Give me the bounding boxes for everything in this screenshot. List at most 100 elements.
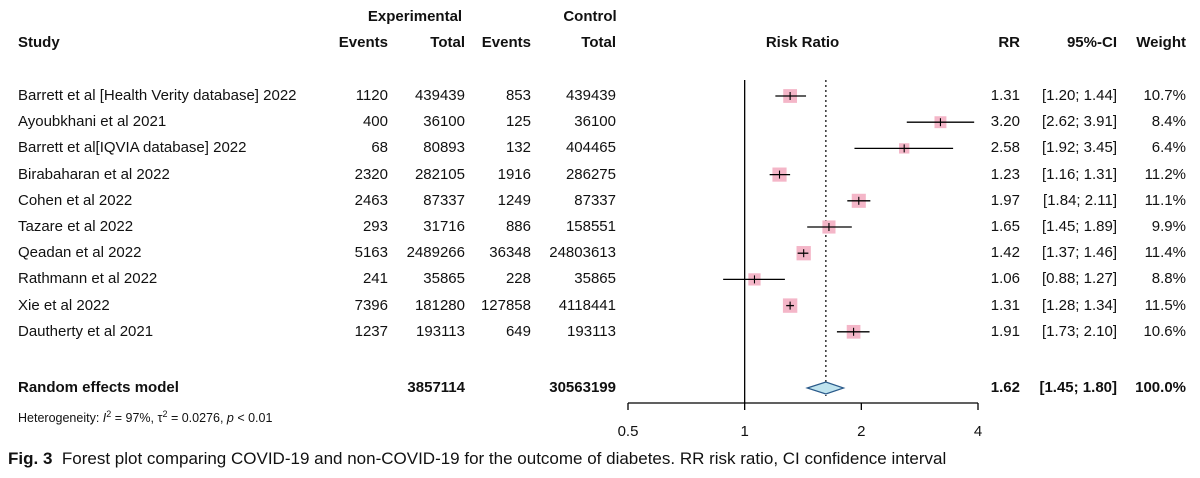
- figure-caption-text: Forest plot comparing COVID-19 and non-C…: [61, 449, 947, 468]
- study-ci: [1.84; 2.11]: [1043, 191, 1117, 209]
- study-ci: [1.16; 1.31]: [1041, 165, 1117, 183]
- ctl-events: 1249: [497, 191, 531, 209]
- study-name: Tazare et al 2022: [18, 218, 134, 235]
- ctl-total: 35865: [574, 270, 616, 288]
- x-tick-label: 2: [857, 423, 865, 440]
- study-ci: [1.20; 1.44]: [1041, 87, 1117, 104]
- study-rr: 3.20: [990, 113, 1020, 131]
- col-risk-ratio-header: Risk Ratio: [765, 34, 840, 51]
- ctl-events: 886: [505, 218, 531, 235]
- ctl-total: 24803613: [549, 244, 616, 262]
- study-weight: 10.6%: [1143, 322, 1186, 340]
- study-rr: 1.91: [990, 322, 1020, 340]
- x-tick-label: 4: [974, 423, 982, 440]
- study-ci: [1.37; 1.46]: [1041, 244, 1117, 262]
- col-ctl-events-header: Events: [481, 34, 531, 51]
- ctl-events: 132: [505, 139, 531, 157]
- heterogeneity-text: Heterogeneity: I2 = 97%, τ2 = 0.0276, p …: [18, 409, 273, 426]
- col-ci-header: 95%-CI: [1066, 34, 1117, 51]
- study-weight: 11.1%: [1144, 191, 1186, 209]
- study-weight: 10.7%: [1143, 87, 1186, 104]
- study-name: Rathmann et al 2022: [18, 270, 158, 288]
- ctl-events: 36348: [489, 244, 531, 262]
- exp-events: 68: [371, 139, 388, 157]
- summary-exp-total: 3857114: [407, 379, 465, 396]
- exp-events: 2320: [354, 165, 388, 183]
- exp-total: 2489266: [406, 244, 465, 262]
- study-weight: 11.2%: [1144, 165, 1186, 183]
- ctl-total: 36100: [574, 113, 616, 131]
- summary-label: Random effects model: [18, 379, 179, 396]
- exp-total: 36100: [423, 113, 465, 131]
- study-rr: 1.65: [990, 218, 1020, 235]
- col-exp-events-header: Events: [338, 34, 388, 51]
- exp-total: 35865: [423, 270, 465, 288]
- study-weight: 6.4%: [1151, 139, 1186, 157]
- exp-total: 439439: [414, 87, 465, 104]
- study-rr: 1.97: [990, 191, 1020, 209]
- ctl-events: 853: [505, 87, 531, 104]
- summary-rr: 1.62: [990, 379, 1020, 396]
- exp-total: 282105: [414, 165, 465, 183]
- group-experimental-header: Experimental: [367, 8, 463, 25]
- study-rr: 1.31: [990, 296, 1020, 314]
- summary-ci: [1.45; 1.80]: [1039, 379, 1117, 396]
- exp-events: 241: [362, 270, 388, 288]
- study-weight: 11.5%: [1144, 296, 1186, 314]
- ctl-total: 4118441: [558, 296, 616, 314]
- exp-events: 293: [362, 218, 388, 235]
- study-name: Birabaharan et al 2022: [18, 165, 170, 183]
- study-rr: 2.58: [990, 139, 1020, 157]
- study-weight: 8.8%: [1151, 270, 1186, 288]
- exp-events: 7396: [354, 296, 388, 314]
- exp-events: 5163: [354, 244, 388, 262]
- study-weight: 8.4%: [1151, 113, 1186, 131]
- exp-events: 2463: [354, 191, 388, 209]
- ctl-total: 439439: [565, 87, 616, 104]
- figure-label: Fig. 3: [8, 449, 53, 468]
- study-ci: [0.88; 1.27]: [1041, 270, 1117, 288]
- study-name: Dautherty et al 2021: [18, 322, 154, 340]
- col-exp-total-header: Total: [430, 34, 465, 51]
- ctl-events: 228: [505, 270, 531, 288]
- exp-total: 181280: [414, 296, 465, 314]
- ctl-total: 404465: [565, 139, 616, 157]
- study-ci: [1.28; 1.34]: [1041, 296, 1117, 314]
- pooled-diamond: [805, 381, 846, 395]
- group-control-header: Control: [563, 8, 617, 25]
- study-name: Barrett et al[IQVIA database] 2022: [18, 139, 247, 157]
- x-tick-label: 1: [740, 423, 748, 440]
- ctl-events: 127858: [480, 296, 531, 314]
- study-ci: [1.73; 2.10]: [1041, 322, 1117, 340]
- ctl-total: 193113: [567, 322, 616, 340]
- study-ci: [2.62; 3.91]: [1041, 113, 1117, 131]
- exp-total: 80893: [423, 139, 465, 157]
- study-weight: 11.4%: [1144, 244, 1186, 262]
- study-rr: 1.31: [990, 87, 1020, 104]
- ctl-total: 87337: [574, 191, 616, 209]
- col-ctl-total-header: Total: [581, 34, 616, 51]
- ctl-total: 286275: [565, 165, 616, 183]
- study-ci: [1.92; 3.45]: [1041, 139, 1117, 157]
- col-weight-header: Weight: [1136, 34, 1186, 51]
- summary-ctl-total: 30563199: [549, 379, 616, 396]
- exp-events: 1237: [354, 322, 388, 340]
- summary-weight: 100.0%: [1135, 379, 1186, 396]
- x-tick-label: 0.5: [618, 423, 639, 440]
- ctl-events: 1916: [497, 165, 531, 183]
- exp-total: 31716: [423, 218, 465, 235]
- exp-total: 193113: [416, 322, 465, 340]
- col-rr-header: RR: [998, 34, 1020, 51]
- study-name: Ayoubkhani et al 2021: [18, 113, 167, 131]
- study-weight: 9.9%: [1151, 218, 1186, 235]
- study-ci: [1.45; 1.89]: [1041, 218, 1117, 235]
- study-name: Xie et al 2022: [18, 296, 110, 314]
- study-rr: 1.42: [990, 244, 1020, 262]
- col-study-header: Study: [18, 34, 60, 51]
- study-name: Qeadan et al 2022: [18, 244, 142, 262]
- study-name: Barrett et al [Health Verity database] 2…: [18, 87, 297, 104]
- figure-caption: Fig. 3 Forest plot comparing COVID-19 an…: [8, 449, 946, 469]
- study-name: Cohen et al 2022: [18, 191, 133, 209]
- ctl-events: 649: [505, 322, 531, 340]
